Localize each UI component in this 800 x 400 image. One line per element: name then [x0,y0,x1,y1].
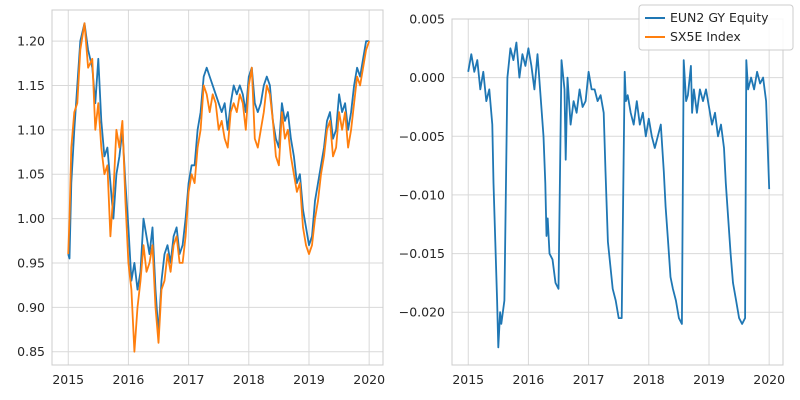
series-line-eun2-gy-equity [67,22,370,335]
y-tick-label: 0.90 [17,300,45,315]
y-tick-label: −0.015 [399,246,445,261]
legend-label-eun2: EUN2 GY Equity [670,10,769,25]
x-tick-label: 2020 [753,372,785,387]
y-tick-label: 1.15 [17,78,45,93]
x-tick-label: 2016 [513,372,545,387]
y-tick-label: 0.005 [409,12,445,27]
y-tick-label: −0.020 [399,305,445,320]
x-tick-label: 2020 [353,372,385,387]
left-chart-panel: 2015 2016 2017 2018 2019 2020 0.85 0.90 0.95 1.00… [17,9,385,387]
x-tick-label: 2018 [633,372,665,387]
y-tick-label: 1.20 [17,34,45,49]
y-tick-label: 1.05 [17,167,45,182]
y-tick-label: −0.005 [399,129,445,144]
x-tick-label: 2015 [452,372,484,387]
y-tick-label: 1.00 [17,211,45,226]
x-tick-label: 2015 [52,372,84,387]
y-tick-label: 0.95 [17,255,45,270]
plot-frame [51,9,384,366]
series-line-eun2-gy-equity [467,41,771,349]
x-tick-label: 2016 [113,372,145,387]
legend: EUN2 GY Equity SX5E Index [638,4,794,51]
y-tick-label: −0.010 [399,187,445,202]
right-chart-panel: 2015 2016 2017 2018 2019 2020 −0.020 −0.015 −0.0… [399,12,785,388]
plot-frame [451,18,784,366]
x-tick-label: 2017 [173,372,205,387]
y-tick-label: 1.10 [17,122,45,137]
y-tick-label: 0.000 [409,70,445,85]
series-line-sx5e-index [67,22,371,353]
x-tick-label: 2018 [233,372,265,387]
y-tick-label: 0.85 [17,344,45,359]
x-tick-label: 2019 [293,372,325,387]
x-tick-label: 2019 [693,372,725,387]
legend-label-sx5e: SX5E Index [670,29,741,44]
legend-box [638,4,794,51]
x-tick-label: 2017 [573,372,605,387]
